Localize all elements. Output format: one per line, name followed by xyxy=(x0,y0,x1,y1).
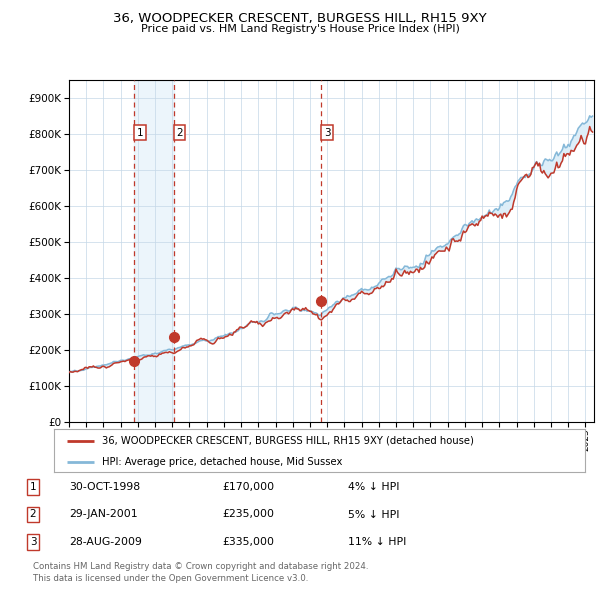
Text: 5% ↓ HPI: 5% ↓ HPI xyxy=(348,510,400,519)
Text: 11% ↓ HPI: 11% ↓ HPI xyxy=(348,537,406,547)
Text: 36, WOODPECKER CRESCENT, BURGESS HILL, RH15 9XY (detached house): 36, WOODPECKER CRESCENT, BURGESS HILL, R… xyxy=(102,436,473,446)
Text: 4% ↓ HPI: 4% ↓ HPI xyxy=(348,482,400,491)
Text: 28-AUG-2009: 28-AUG-2009 xyxy=(69,537,142,547)
Text: 2: 2 xyxy=(176,127,183,137)
Text: 1: 1 xyxy=(29,482,37,491)
Text: £170,000: £170,000 xyxy=(222,482,274,491)
Text: £335,000: £335,000 xyxy=(222,537,274,547)
Text: £235,000: £235,000 xyxy=(222,510,274,519)
Text: 3: 3 xyxy=(324,127,331,137)
Text: 3: 3 xyxy=(29,537,37,547)
Text: Price paid vs. HM Land Registry's House Price Index (HPI): Price paid vs. HM Land Registry's House … xyxy=(140,24,460,34)
Text: HPI: Average price, detached house, Mid Sussex: HPI: Average price, detached house, Mid … xyxy=(102,457,342,467)
Text: Contains HM Land Registry data © Crown copyright and database right 2024.: Contains HM Land Registry data © Crown c… xyxy=(33,562,368,571)
Text: 2: 2 xyxy=(29,510,37,519)
Text: 36, WOODPECKER CRESCENT, BURGESS HILL, RH15 9XY: 36, WOODPECKER CRESCENT, BURGESS HILL, R… xyxy=(113,12,487,25)
Bar xyxy=(134,80,173,422)
Text: 30-OCT-1998: 30-OCT-1998 xyxy=(69,482,140,491)
Text: This data is licensed under the Open Government Licence v3.0.: This data is licensed under the Open Gov… xyxy=(33,574,308,583)
Text: 1: 1 xyxy=(137,127,143,137)
Text: 29-JAN-2001: 29-JAN-2001 xyxy=(69,510,137,519)
